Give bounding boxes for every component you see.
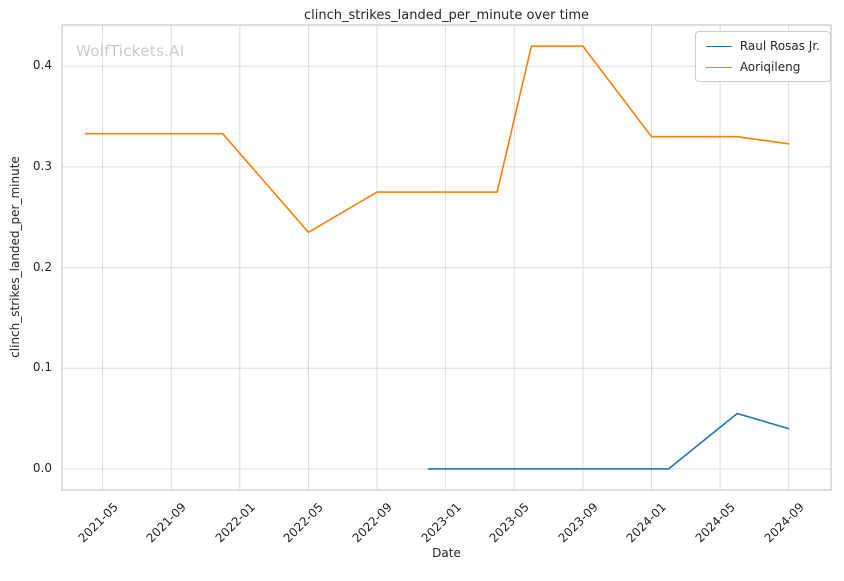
legend: Raul Rosas Jr. Aoriqileng: [694, 31, 831, 82]
y-tick-label: 0.3: [32, 158, 52, 173]
watermark: WolfTickets.AI: [76, 42, 185, 60]
plot-frame: [61, 24, 832, 491]
y-tick-label: 0.4: [32, 58, 52, 73]
y-tick-label: 0.1: [32, 360, 52, 375]
legend-label: Aoriqileng: [739, 60, 801, 74]
series-line-aoriqileng: [84, 45, 790, 234]
legend-line-swatch: [705, 66, 732, 68]
legend-line-swatch: [705, 45, 732, 47]
chart-title: clinch_strikes_landed_per_minute over ti…: [303, 8, 590, 23]
y-tick-label: 0.2: [32, 259, 52, 274]
legend-label: Raul Rosas Jr.: [739, 39, 820, 53]
y-axis-label: clinch_strikes_landed_per_minute: [8, 156, 22, 358]
series-line-raul-rosas-jr-: [427, 412, 790, 470]
y-tick-label: 0.0: [32, 460, 52, 475]
legend-item: Aoriqileng: [705, 60, 820, 74]
x-axis-label: Date: [432, 546, 461, 560]
legend-item: Raul Rosas Jr.: [705, 39, 820, 53]
